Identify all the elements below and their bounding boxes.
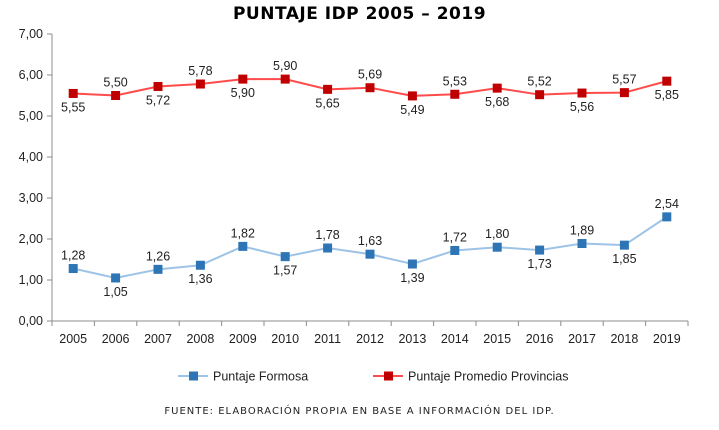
data-point [365,83,375,93]
data-label: 1,85 [612,252,636,266]
data-label: 5,72 [146,93,170,107]
data-point [365,249,375,259]
data-point [450,245,460,255]
y-tick-label: 0,00 [19,314,43,328]
data-label: 1,78 [315,228,339,242]
data-label: 5,90 [273,59,297,73]
data-label: 5,90 [231,86,255,100]
data-point [111,91,121,100]
data-label: 5,69 [358,68,382,82]
x-tick-label: 2007 [144,332,172,346]
data-point [535,245,545,255]
data-point [492,83,502,93]
data-point [238,241,248,251]
data-label: 5,49 [400,103,424,117]
data-label: 2,54 [655,197,679,211]
data-label: 1,28 [61,249,85,263]
x-tick-label: 2008 [186,332,214,346]
legend-marker [189,371,198,381]
series-promedio-provincias: 5,55 5,50 5,72 5,78 5,90 5,90 5,65 5,69 5,49 5,53… [61,59,679,117]
data-label: 5,57 [612,73,636,87]
y-tick-label: 4,00 [19,150,43,164]
series-formosa: 1,28 1,05 1,26 1,36 1,82 1,57 1,78 1,63 1,39 1,72… [61,197,679,299]
chart-axes: 0,00 1,00 2,00 3,00 4,00 5,00 6,00 7,00 2005 2006… [19,27,689,346]
data-label: 5,50 [103,76,127,90]
data-point [280,252,290,262]
y-tick-label: 7,00 [19,27,43,41]
x-tick-label: 2010 [271,332,299,346]
data-point [407,91,417,101]
y-tick-label: 2,00 [19,232,43,246]
data-label: 1,63 [358,234,382,248]
data-label: 1,39 [400,271,424,285]
data-point [323,84,333,94]
y-tick-label: 3,00 [19,191,43,205]
y-tick-label: 6,00 [19,68,43,82]
data-point [111,273,121,283]
data-point [577,88,587,98]
x-tick-label: 2016 [526,332,554,346]
data-label: 1,26 [146,249,170,263]
data-label: 1,73 [527,257,551,271]
data-point [68,264,78,274]
x-tick-label: 2015 [483,332,511,346]
data-point [195,79,205,89]
x-tick-label: 2012 [356,332,384,346]
data-point [577,239,587,249]
x-tick-label: 2017 [568,332,596,346]
x-tick-label: 2005 [59,332,87,346]
data-point [153,81,163,91]
data-label: 5,85 [655,88,679,102]
data-point [68,88,78,98]
data-label: 1,57 [273,264,297,278]
legend-marker [384,371,393,381]
source-note: FUENTE: ELABORACIÓN PROPIA EN BASE A INF… [164,406,555,417]
data-label: 1,80 [485,227,509,241]
data-label: 1,05 [103,285,127,299]
data-point [238,74,248,84]
data-label: 5,52 [527,75,551,89]
x-tick-label: 2006 [102,332,130,346]
data-label: 5,53 [443,74,467,88]
x-tick-label: 2011 [314,332,341,346]
legend-label: Puntaje Promedio Provincias [408,370,569,384]
data-point [662,76,672,86]
chart-series-layer: 1,28 1,05 1,26 1,36 1,82 1,57 1,78 1,63 1,39 1,72… [61,59,679,299]
data-label: 1,82 [231,226,255,240]
chart-title: PUNTAJE IDP 2005 – 2019 [232,4,487,24]
data-label: 1,36 [188,272,212,286]
legend-item: Puntaje Promedio Provincias [373,370,569,384]
y-tick-label: 1,00 [19,273,43,287]
data-label: 1,89 [570,224,594,238]
data-point [195,260,205,270]
y-tick-label: 5,00 [19,109,43,123]
x-tick-label: 2018 [610,332,638,346]
legend-item: Puntaje Formosa [178,370,308,384]
data-point [619,88,629,98]
x-tick-label: 2009 [229,332,257,346]
legend-label: Puntaje Formosa [213,370,308,384]
data-label: 5,65 [315,96,339,110]
data-label: 5,56 [570,100,594,114]
data-point [323,243,333,253]
chart-legend: Puntaje Formosa Puntaje Promedio Provinci… [178,370,569,384]
data-label: 5,78 [188,64,212,78]
data-point [407,259,417,269]
data-point [662,212,672,222]
data-label: 1,72 [443,230,467,244]
data-label: 5,55 [61,100,85,114]
x-tick-label: 2014 [441,332,469,346]
data-label: 5,68 [485,95,509,109]
x-tick-label: 2019 [653,332,681,346]
data-point [280,74,290,84]
x-tick-label: 2013 [398,332,426,346]
data-point [535,90,545,100]
data-point [619,240,629,250]
data-point [153,264,163,274]
data-point [492,242,502,252]
data-point [450,89,460,99]
